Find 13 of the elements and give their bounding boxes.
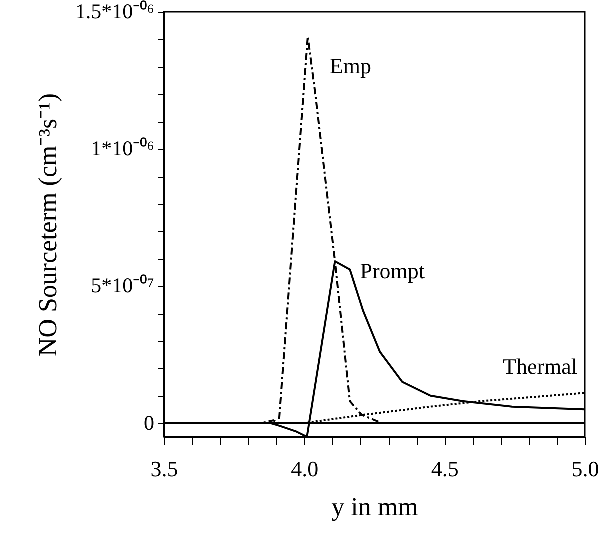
x-axis-title: y in mm: [332, 492, 418, 522]
x-tick-label: 4.0: [291, 456, 319, 482]
x-tick-label: 4.5: [431, 456, 459, 482]
y-tick-label: 1*10⁻⁰⁶: [91, 136, 154, 161]
series-label: Emp: [330, 54, 372, 79]
x-tick-label: 5.0: [572, 456, 600, 482]
y-tick-label: 1.5*10⁻⁰⁶: [75, 0, 154, 24]
y-tick-label: 0: [144, 410, 154, 435]
y-axis-title: NO Sourceterm (cm⁻³s⁻¹): [33, 93, 62, 357]
y-tick-label: 5*10⁻⁰⁷: [91, 274, 154, 298]
x-tick-label: 3.5: [150, 456, 178, 482]
series-label: Prompt: [360, 258, 426, 284]
series-label: Thermal: [503, 354, 578, 380]
